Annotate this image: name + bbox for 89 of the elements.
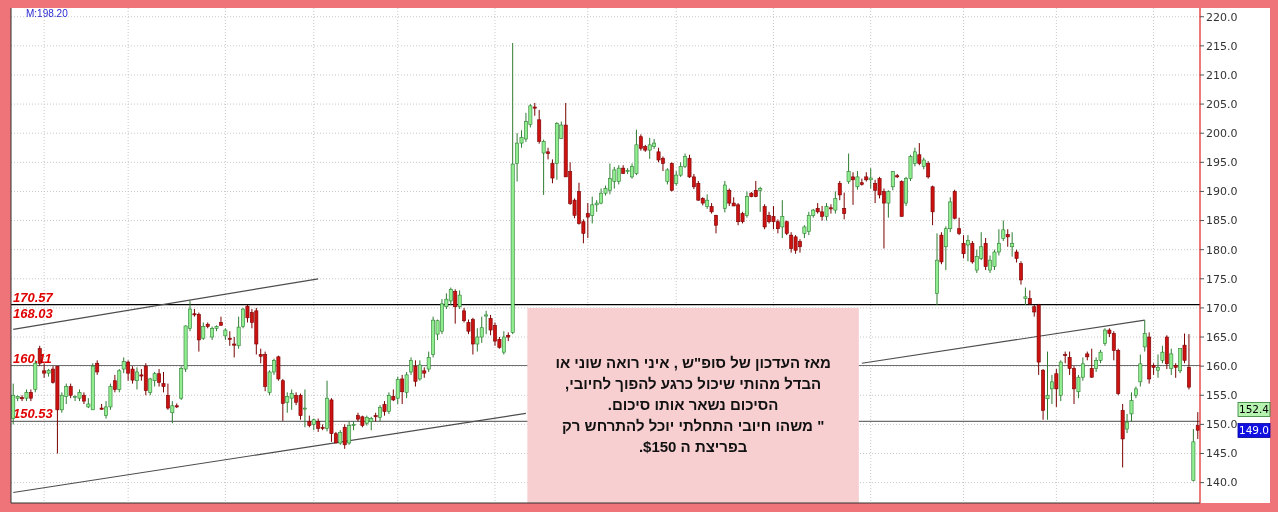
- candlestick: [537, 109, 542, 145]
- candlestick: [1138, 354, 1143, 388]
- candlestick: [417, 359, 422, 382]
- candlestick: [890, 170, 895, 191]
- ref-line-label: 170.57: [13, 289, 54, 305]
- candlestick: [917, 142, 922, 166]
- y-tick-label: 170.0: [1206, 301, 1238, 315]
- y-tick-label: 140.0: [1206, 476, 1238, 490]
- candlestick: [745, 190, 749, 219]
- candlestick: [758, 186, 763, 213]
- candlestick: [873, 179, 878, 204]
- candlestick: [1010, 231, 1015, 258]
- candlestick: [219, 316, 223, 326]
- candlestick: [457, 289, 462, 310]
- candlestick: [833, 190, 838, 215]
- candlestick: [1089, 348, 1094, 379]
- candlestick: [546, 147, 550, 160]
- y-tick-label: 215.0: [1206, 39, 1238, 53]
- candlestick: [303, 388, 307, 428]
- candlestick: [616, 164, 621, 185]
- candlestick: [484, 310, 489, 335]
- candlestick: [855, 170, 860, 191]
- candlestick: [837, 180, 842, 201]
- y-tick-label: 165.0: [1206, 330, 1238, 344]
- y-tick-label: 160.0: [1206, 360, 1238, 373]
- candlestick: [762, 203, 767, 230]
- candlestick: [612, 166, 617, 190]
- candlestick: [961, 234, 966, 259]
- candlestick: [135, 366, 139, 390]
- candlestick: [974, 249, 979, 274]
- text: 149.0: [1238, 424, 1270, 437]
- candlestick: [413, 359, 418, 388]
- candlestick: [1169, 348, 1174, 376]
- annotation: מאז העדכון של סופ"ש , איני רואה שוני או הבדל מהותי שיכול כרגע להפוך לחיובי, הסיכום נשאר אותו סיכום. " משהו חיובי התחלתי יוכל להתרחש רק בפריצת ה $150.: [555, 354, 831, 455]
- candlestick: [868, 167, 873, 190]
- candlestick: [1054, 368, 1059, 408]
- candlestick: [1195, 411, 1200, 440]
- candlestick: [501, 330, 506, 355]
- candlestick: [780, 199, 785, 239]
- candlestick: [842, 192, 847, 220]
- y-tick-label: 220.0: [1206, 10, 1238, 24]
- candlestick: [590, 196, 595, 224]
- candlestick: [1142, 319, 1147, 353]
- y-tick-label: 190.0: [1206, 185, 1238, 199]
- candlestick: [170, 400, 175, 424]
- y-tick-label: 205.0: [1206, 97, 1238, 111]
- candlestick: [647, 137, 652, 160]
- y-tick-label: 150.0: [1206, 418, 1238, 432]
- candlestick: [20, 394, 24, 402]
- candlestick: [983, 237, 988, 271]
- candlestick: [387, 391, 391, 415]
- y-tick-label: 185.0: [1206, 214, 1238, 228]
- candlestick: [793, 234, 798, 255]
- candlestick: [347, 420, 352, 446]
- candlestick: [886, 189, 891, 219]
- text: 152.4: [1238, 403, 1270, 416]
- candlestick: [1019, 260, 1023, 286]
- annotation: M:198.20: [26, 8, 69, 19]
- candlestick: [585, 202, 590, 239]
- candlestick: [453, 288, 458, 325]
- candlestick: [1178, 348, 1183, 374]
- candlestick: [426, 351, 431, 373]
- candlestick: [829, 203, 833, 215]
- candlestick: [771, 205, 776, 230]
- candlestick: [126, 359, 131, 382]
- candlestick: [806, 211, 811, 236]
- candlestick: [722, 180, 727, 213]
- candlestick: [966, 234, 970, 262]
- candlestick: [541, 139, 546, 196]
- annotation: 168.03: [13, 305, 54, 321]
- y-tick-label: 175.0: [1206, 272, 1238, 286]
- y-tick-label: 195.0: [1206, 156, 1238, 170]
- candlestick: [395, 376, 400, 405]
- candlestick: [550, 158, 555, 184]
- candlestick: [846, 153, 851, 185]
- candlestick: [232, 336, 237, 358]
- y-tick-label: 155.0: [1206, 389, 1238, 403]
- y-tick-label: 200.0: [1206, 127, 1238, 141]
- y-tick-label: 145.0: [1206, 447, 1238, 461]
- candlestick: [970, 240, 975, 265]
- candlestick: [400, 374, 405, 405]
- candlestick: [1045, 351, 1050, 421]
- y-tick-label: 180.0: [1206, 243, 1238, 257]
- candlestick: [851, 171, 855, 206]
- candlestick: [298, 393, 303, 421]
- candlestick: [342, 423, 347, 450]
- y-tick-label: 210.0: [1206, 68, 1238, 82]
- candlestick: [285, 391, 290, 414]
- candlestick: [289, 388, 294, 411]
